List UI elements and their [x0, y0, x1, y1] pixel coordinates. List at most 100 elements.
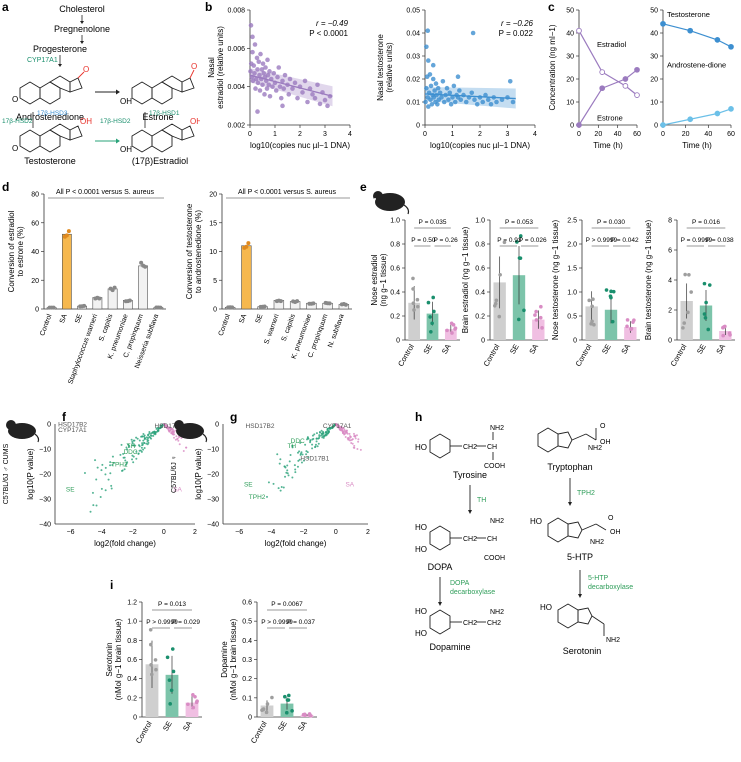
androstenedione-label: Androstenedione: [16, 112, 84, 122]
volcano-point: [111, 463, 114, 466]
data-point: [430, 321, 434, 326]
scatter-point: [282, 72, 288, 78]
volcano-point: [343, 432, 346, 435]
volcano-point: [133, 439, 136, 442]
5htp-structure: [547, 517, 607, 543]
trp-o: O: [600, 423, 606, 430]
estradiol-structure: [131, 123, 195, 153]
y-tick-label: 8: [668, 218, 672, 225]
x-category-label: SA: [296, 720, 309, 733]
scatter-point: [252, 70, 257, 76]
x-category-label: SE: [161, 720, 174, 733]
data-point: [604, 288, 609, 292]
y-tick-label: 0.008: [227, 8, 245, 15]
volcano-point: [304, 443, 307, 446]
data-point: [451, 323, 456, 327]
series-label-estrone: Estrone: [597, 113, 623, 122]
data-point: [64, 233, 69, 238]
x-category-label: Control: [218, 313, 232, 337]
ketone-o-label: O: [83, 65, 89, 74]
data-point: [149, 642, 153, 647]
data-point: [721, 333, 725, 338]
scatter-point: [455, 74, 461, 79]
volcano-point: [134, 444, 137, 447]
volcano-point: [327, 430, 330, 433]
data-point: [707, 283, 712, 287]
y-tick-label: 40: [650, 31, 658, 38]
scatter-point: [253, 76, 259, 82]
series-line: [578, 69, 638, 126]
y-tick-label: 20: [31, 278, 39, 285]
scatter-point: [292, 80, 298, 86]
data-point: [261, 707, 265, 712]
testosterone-label: Testosterone: [24, 156, 76, 166]
dopa-ho2: HO: [415, 545, 427, 554]
volcano-point: [289, 453, 292, 456]
scatter-point: [290, 86, 295, 91]
series-point: [687, 27, 694, 34]
volcano-point: [110, 484, 113, 487]
scatter-point: [426, 104, 431, 109]
x-category-label: Control: [39, 313, 53, 337]
scatter-point: [315, 82, 320, 88]
pval-b: P = 0.029: [172, 619, 200, 626]
volcano-point: [111, 455, 114, 458]
volcano-point: [307, 437, 310, 440]
scatter-point: [270, 84, 275, 89]
x-category-label: SA: [238, 313, 248, 324]
y-axis-label: (nMol g−1 brain tissue): [229, 618, 238, 700]
data-point: [587, 298, 592, 303]
bar: [61, 233, 72, 310]
volcano-point: [325, 430, 328, 433]
series-label-estradiol: Estradiol: [597, 40, 627, 49]
scatter-point: [440, 79, 446, 84]
bar: [185, 702, 199, 717]
scatter-point: [263, 65, 268, 70]
gene-label: HSD17B2: [58, 422, 87, 429]
y-tick-label: 0.02: [406, 77, 420, 84]
x-tick-label: −4: [98, 529, 106, 536]
y-tick-label: 20: [566, 77, 574, 84]
y-tick-label: −30: [39, 497, 51, 504]
x-tick-label: 1: [273, 131, 277, 138]
data-point: [428, 315, 432, 319]
data-point: [534, 309, 538, 314]
gene-label: HSD17B1: [300, 455, 329, 462]
hsd1-enzyme: 17β-HSD1: [149, 110, 180, 117]
volcano-point: [122, 452, 125, 455]
y-tick-label: 1.0: [390, 218, 400, 225]
tyrosine-label: Tyrosine: [453, 470, 487, 480]
scatter-point: [255, 80, 261, 86]
estradiol-ho-label: OH: [120, 145, 132, 154]
scatter-point: [429, 102, 435, 107]
volcano-point: [185, 446, 188, 449]
scatter-point: [451, 83, 457, 89]
testosterone-oh-label: OH: [80, 117, 92, 126]
volcano-point: [313, 433, 316, 436]
pval-a: P > 0.9999: [586, 237, 618, 244]
volcano-point: [353, 434, 356, 437]
x-category-label: SE: [255, 313, 265, 324]
data-point: [143, 264, 148, 269]
volcano-point: [132, 444, 135, 447]
scatter-point: [255, 109, 260, 114]
gene-label: CYP17A1: [58, 427, 87, 434]
data-point: [295, 299, 300, 304]
scatter-point: [488, 102, 494, 107]
volcano-point: [92, 504, 95, 507]
x-tick-label: 0: [248, 131, 252, 138]
scatter-point: [250, 49, 255, 55]
hsd2-left-enzyme: 17β-HSD2: [2, 118, 33, 125]
data-point: [518, 234, 523, 238]
bar: [624, 327, 637, 340]
x-category-label: Control: [574, 342, 594, 368]
volcano-point: [346, 432, 349, 435]
bar: [408, 302, 421, 340]
serotonin-structure: [557, 603, 605, 636]
volcano-point: [148, 430, 151, 433]
correlation-p: P < 0.0001: [309, 29, 348, 38]
scatter-point: [450, 95, 455, 100]
scatter-point: [452, 99, 458, 105]
data-point: [302, 712, 307, 717]
pregnenolone-label: Pregnenolone: [54, 24, 110, 34]
